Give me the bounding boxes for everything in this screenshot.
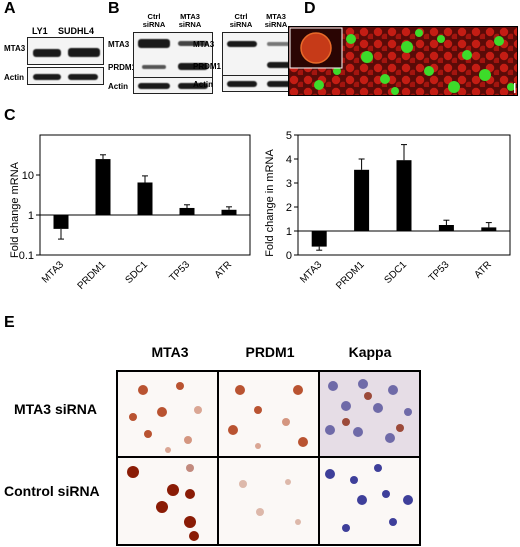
panel-label-d: D bbox=[304, 0, 316, 17]
y-tick-label: 3 bbox=[286, 178, 292, 190]
bar bbox=[137, 182, 153, 215]
category-label: TP53 bbox=[427, 259, 452, 284]
western-blot-a-actin bbox=[27, 67, 104, 85]
plot-frame bbox=[39, 134, 251, 256]
category-label: MTA3 bbox=[40, 259, 66, 285]
bar bbox=[396, 160, 412, 231]
y-tick-label: 4 bbox=[286, 154, 292, 166]
row-label-mta3-sirna: MTA3 siRNA bbox=[14, 401, 97, 417]
row-label-actin: Actin bbox=[108, 82, 128, 91]
bar bbox=[354, 169, 370, 231]
bar bbox=[311, 231, 327, 247]
lane-label-ctrl-sirna: Ctrl siRNA bbox=[229, 12, 253, 29]
western-blot-b-right bbox=[222, 32, 300, 92]
bar bbox=[438, 225, 454, 231]
lane-label-sudhl4: SUDHL4 bbox=[58, 26, 95, 36]
y-tick-label: 2 bbox=[286, 202, 292, 214]
y-tick-label: 5 bbox=[286, 130, 292, 142]
y-tick-label: 10 bbox=[22, 170, 34, 182]
row-label-mta3: MTA3 bbox=[4, 44, 26, 53]
panel-label-c: C bbox=[4, 107, 16, 124]
bar-chart-linear: Fold change in mRNA 0 1 2 3 4 5 MTA3 PRDM1 SDC1… bbox=[264, 130, 511, 292]
column-label-mta3: MTA3 bbox=[151, 344, 189, 360]
bar bbox=[53, 215, 69, 229]
ihc-image-grid bbox=[116, 370, 421, 546]
y-tick-label: 1 bbox=[28, 210, 34, 222]
lane-label-mta3-sirna: MTA3 siRNA bbox=[178, 12, 202, 29]
bar-chart-log: Fold change mRNA 0.1 1 10 MTA3 PRDM1 SDC1 TP5… bbox=[9, 134, 251, 292]
y-tick-label: 1 bbox=[286, 226, 292, 238]
western-blot-b-left bbox=[133, 32, 213, 94]
y-axis-label: Fold change in mRNA bbox=[264, 149, 276, 257]
category-label: TP53 bbox=[167, 259, 192, 284]
row-label-prdm1: PRDM1 bbox=[108, 63, 137, 72]
row-label-control-sirna: Control siRNA bbox=[4, 483, 100, 499]
lane-label-ctrl-sirna: Ctrl siRNA bbox=[142, 12, 166, 29]
fluorescence-micrograph bbox=[288, 26, 518, 96]
lane-label-mta3-sirna: MTA3 siRNA bbox=[264, 12, 288, 29]
category-label: MTA3 bbox=[298, 259, 324, 285]
y-tick-label: 0.1 bbox=[19, 250, 34, 262]
category-label: PRDM1 bbox=[334, 259, 367, 292]
column-label-prdm1: PRDM1 bbox=[245, 344, 295, 360]
category-label: ATR bbox=[213, 259, 234, 280]
y-tick-label: 0 bbox=[286, 250, 292, 262]
panel-label-b: B bbox=[108, 0, 120, 17]
category-label: SDC1 bbox=[123, 259, 150, 286]
bar bbox=[95, 159, 111, 215]
category-label: PRDM1 bbox=[76, 259, 109, 292]
column-label-kappa: Kappa bbox=[348, 344, 392, 360]
row-label-prdm1: PRDM1 bbox=[193, 62, 222, 71]
panel-label-e: E bbox=[4, 314, 15, 331]
lane-label-ly1: LY1 bbox=[32, 26, 48, 36]
bar bbox=[481, 227, 497, 231]
y-axis-label: Fold change mRNA bbox=[9, 161, 21, 258]
category-label: SDC1 bbox=[382, 259, 409, 286]
bar bbox=[221, 209, 237, 215]
western-blot-a-mta3 bbox=[27, 37, 104, 65]
panel-label-a: A bbox=[4, 0, 16, 17]
row-label-mta3: MTA3 bbox=[108, 40, 130, 49]
category-label: ATR bbox=[473, 259, 494, 280]
row-label-mta3: MTA3 bbox=[193, 40, 215, 49]
row-label-actin: Actin bbox=[4, 73, 24, 82]
bar bbox=[179, 207, 195, 215]
row-label-actin: Actin bbox=[193, 80, 213, 89]
plot-frame bbox=[297, 134, 511, 256]
